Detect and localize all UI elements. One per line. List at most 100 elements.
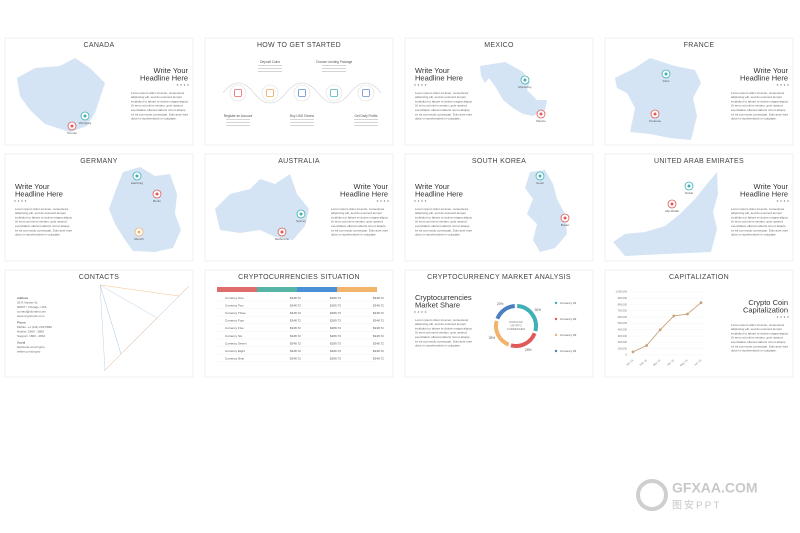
y-tick-label: 200,000	[618, 340, 628, 344]
slide-title: SOUTH KOREA	[472, 158, 526, 165]
dot	[783, 84, 786, 86]
slide-card	[404, 153, 594, 262]
marker	[658, 328, 662, 332]
body-text: Ut enim ad minim veniam, quis nostrud	[415, 104, 467, 108]
dot	[424, 84, 427, 86]
x-tick-label: May '18	[679, 358, 689, 367]
map	[615, 58, 701, 140]
dot	[780, 316, 782, 318]
table-cell: $348.72	[290, 334, 301, 338]
body-text: Ut enim ad minim veniam, quis nostrud	[131, 104, 183, 108]
slide-title: GERMANY	[80, 158, 118, 165]
network-line	[99, 284, 122, 355]
headline: Headline Here	[415, 189, 463, 198]
body-text: adipiscing elit, sed do eiusmod tempor	[731, 327, 782, 331]
donut-center: POPULAR	[509, 320, 522, 324]
step-circle	[357, 84, 375, 102]
y-tick-label: 1,000,000	[615, 290, 627, 294]
body-text: incididunt ut labore et dolore magna ali…	[731, 215, 789, 219]
map	[480, 62, 547, 116]
contact-line: Support: 1800 - 2810	[17, 334, 46, 338]
body-text: ex ea commodo consequat. Duis aute irure	[331, 228, 389, 232]
y-tick-label: 700,000	[618, 309, 628, 313]
step-circle	[293, 84, 311, 102]
pin-dot	[687, 184, 691, 188]
value-label: 25%	[489, 336, 496, 340]
slide-title: CRYPTOCURRENCIES SITUATION	[238, 274, 360, 281]
table-cell: $348.72	[373, 326, 384, 330]
body-text: incididunt ut labore et dolore magna ali…	[415, 99, 473, 103]
slide-title: FRANCE	[684, 42, 715, 49]
dot	[421, 200, 423, 202]
text-placeholder	[290, 122, 314, 123]
pin-dot	[523, 78, 527, 82]
marker	[699, 301, 703, 305]
body-text: Lorem ipsum dolor sit amet, consectetur	[731, 207, 784, 211]
slide-title: AUSTRALIA	[278, 158, 320, 165]
dot	[176, 84, 179, 86]
dot	[776, 316, 779, 318]
slide: CANADA Winnipeg Toronto Write YourHeadline …	[4, 37, 194, 146]
table-cell: Currency Five	[225, 326, 244, 330]
x-tick-label: Jun '18	[693, 358, 702, 367]
contact-line: facebook.com/crypto	[17, 345, 45, 349]
slide: UNITED ARAB EMIRATES Dubai Abu Dhabi Write …	[604, 153, 794, 262]
dot	[414, 84, 416, 86]
pin-dot	[83, 114, 87, 118]
headline: Write Your	[415, 66, 450, 75]
body-text: Lorem ipsum dolor sit amet, consectetur	[415, 318, 468, 322]
line	[632, 302, 702, 353]
dot	[421, 84, 423, 86]
table-cell: $289.73	[330, 341, 341, 345]
body-text: Lorem ipsum dolor sit amet, consectetur	[15, 207, 68, 211]
table-cell: $348.72	[290, 303, 301, 307]
slide-title: CONTACTS	[79, 274, 119, 281]
legend-label: Currency #1	[560, 301, 577, 305]
map	[613, 172, 718, 256]
pin-dot	[539, 112, 543, 116]
value-label: 20%	[497, 302, 504, 306]
text-placeholder	[290, 125, 314, 126]
dot	[776, 84, 779, 86]
slide: SOUTH KOREA Seoul Busan Write YourHeadline …	[404, 153, 594, 262]
step-label: Register an Account	[224, 114, 253, 118]
place-label: Munich	[134, 237, 144, 241]
place-label: Paris	[663, 79, 670, 83]
dot	[24, 200, 27, 202]
body-text: dolor in reprehenderit in voluptate.	[731, 233, 777, 237]
contact-line: Address	[17, 296, 29, 300]
table-cell: $289.73	[330, 349, 341, 353]
value-label: 30%	[535, 308, 542, 312]
network-line	[99, 284, 180, 297]
table-cell: Currency One	[225, 296, 244, 300]
dot	[183, 84, 186, 86]
body-text: adipiscing elit, sed do eiusmod tempor	[331, 211, 382, 215]
body-text: exercitation ullamco laboris nisi ut ali…	[731, 340, 786, 344]
x-tick-label: Feb '18	[639, 358, 649, 367]
table-cell: $348.72	[290, 349, 301, 353]
network-line	[103, 349, 126, 372]
body-text: ex ea commodo consequat. Duis aute irure	[415, 112, 473, 116]
place-label: Winnipeg	[79, 121, 92, 125]
step-icon	[298, 89, 306, 97]
table-cell: $289.73	[330, 326, 341, 330]
slide: GERMANY Hamburg Berlin Munich Write YourHead…	[4, 153, 194, 262]
pin-dot	[670, 202, 674, 206]
text-placeholder	[322, 71, 346, 72]
slide: AUSTRALIA Sydney Melbourne Write YourHeadli…	[204, 153, 394, 262]
value-label: 25%	[525, 348, 532, 352]
pin-dot	[137, 230, 141, 234]
table-cell: $348.72	[290, 357, 301, 361]
body-text: Lorem ipsum dolor sit amet, consectetur	[731, 323, 784, 327]
legend-label: Currency #4	[560, 349, 577, 353]
slide: CRYPTOCURRENCY MARKET ANALYSIS Cryptocurr…	[404, 269, 594, 378]
body-text: incididunt ut labore et dolore magna ali…	[331, 215, 389, 219]
dot	[14, 200, 16, 202]
dot	[414, 200, 416, 202]
table-cell: $348.72	[290, 311, 301, 315]
legend-swatch	[554, 349, 558, 353]
dot	[17, 200, 20, 202]
body-text: dolor in reprehenderit in voluptate.	[331, 233, 377, 237]
